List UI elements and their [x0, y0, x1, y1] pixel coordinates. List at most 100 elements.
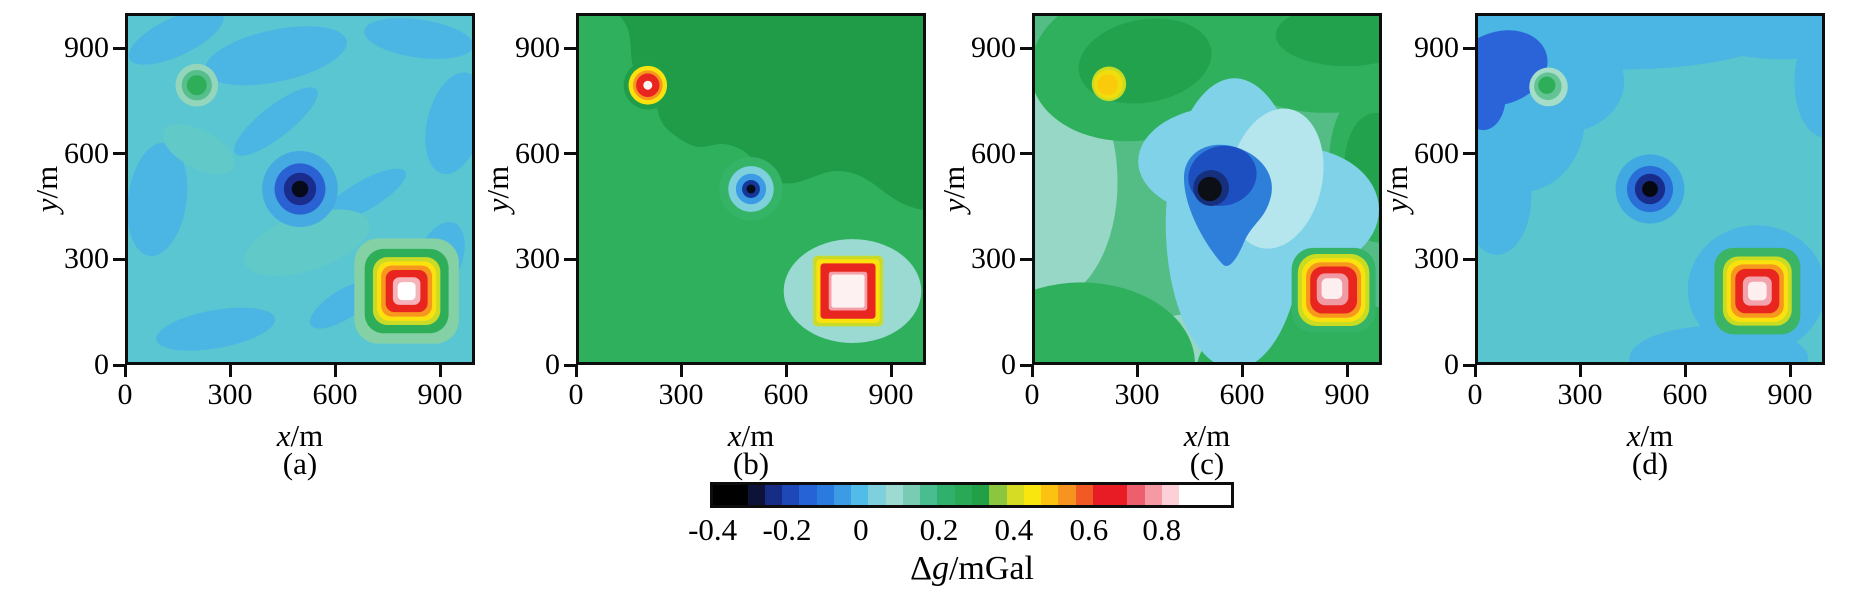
contour-shape	[1748, 281, 1767, 301]
y-tick-label: 0	[1001, 348, 1016, 381]
x-tick-mark	[1135, 365, 1139, 377]
panel-b: 0 300 600 900 0 300 600 900 y/m x/m (b)	[480, 0, 926, 603]
contour-shape	[205, 26, 347, 86]
x-tick-mark	[228, 365, 232, 377]
colorbar-segment	[1161, 485, 1180, 505]
colorbar-tick-label: 0.4	[994, 512, 1034, 547]
colorbar-segment	[920, 485, 938, 505]
x-tick-label: 300	[1114, 378, 1160, 411]
panel-c: 0 300 600 900 0 300 600 900 y/m x/m (c)	[936, 0, 1382, 603]
y-tick-label: 0	[1444, 348, 1459, 381]
contour-shape	[643, 80, 653, 90]
colorbar-segment	[937, 485, 955, 505]
contour-shape	[1097, 74, 1118, 96]
contour-map-d	[1478, 16, 1822, 362]
colorbar-segment	[747, 485, 765, 505]
colorbar-tick-label: 0	[853, 512, 869, 547]
panel-label-a: (a)	[282, 446, 318, 481]
contour-shape	[831, 274, 865, 308]
contour-shape	[1794, 26, 1822, 137]
colorbar-segment	[885, 485, 903, 505]
y-tick-mark	[564, 46, 576, 50]
x-tick-mark	[1240, 365, 1244, 377]
contour-shape	[128, 142, 188, 257]
colorbar-segment	[1196, 485, 1214, 505]
x-axis-symbol: x	[276, 418, 291, 453]
x-tick-mark	[1788, 365, 1792, 377]
colorbar-segment	[1127, 485, 1145, 505]
panel-label-c: (c)	[1189, 446, 1225, 481]
colorbar-segment	[764, 485, 783, 505]
colorbar-tick-label: -0.4	[688, 512, 738, 547]
y-axis-title: y/m	[29, 165, 64, 213]
x-tick-label: 0	[117, 378, 133, 411]
colorbar-segment	[1006, 485, 1024, 505]
x-tick-mark	[574, 365, 578, 377]
x-axis-symbol: x	[1183, 418, 1198, 453]
y-tick-mark	[113, 46, 125, 50]
colorbar-segment	[954, 485, 972, 505]
contour-shape	[162, 124, 235, 175]
x-tick-label: 300	[207, 378, 253, 411]
colorbar-segment	[713, 485, 731, 505]
x-tick-label: 900	[1767, 378, 1813, 411]
x-tick-mark	[1683, 365, 1687, 377]
colorbar-segment	[851, 485, 869, 505]
x-tick-mark	[1578, 365, 1582, 377]
contour-map-b	[579, 16, 923, 362]
y-axis-title: y/m	[480, 165, 515, 213]
x-tick-label: 600	[312, 378, 358, 411]
plot-area-b	[576, 13, 926, 365]
y-tick-label: 600	[64, 136, 109, 170]
x-tick-mark	[784, 365, 788, 377]
colorbar-tick-label: 0.2	[919, 512, 959, 547]
y-tick-mark	[1020, 363, 1032, 367]
x-axis-title: x/m	[276, 418, 324, 453]
y-axis-title: y/m	[1379, 165, 1414, 213]
plot-area-d	[1475, 13, 1825, 365]
y-tick-label: 0	[94, 348, 109, 381]
colorbar	[710, 482, 1234, 508]
plot-area-a	[125, 13, 475, 365]
contour-shape	[128, 16, 224, 65]
colorbar-segment	[1023, 485, 1042, 505]
x-tick-label: 900	[417, 378, 463, 411]
contour-map-a	[128, 16, 472, 362]
contour-shape	[1197, 176, 1222, 202]
panel-a: 0 300 600 900 0 300 600 900 y/m x/m (a)	[29, 0, 475, 603]
y-tick-label: 0	[545, 348, 560, 381]
x-axis-title: x/m	[1183, 418, 1231, 453]
y-tick-mark	[113, 257, 125, 261]
colorbar-segment	[971, 485, 990, 505]
colorbar-segment	[1213, 485, 1231, 505]
colorbar-segment	[1075, 485, 1093, 505]
plot-area-c	[1032, 13, 1382, 365]
x-tick-mark	[1030, 365, 1034, 377]
x-tick-mark	[333, 365, 337, 377]
x-tick-label: 300	[1557, 378, 1603, 411]
y-tick-label: 900	[515, 31, 560, 65]
y-tick-mark	[1463, 152, 1475, 156]
y-axis-symbol: y	[1379, 198, 1414, 213]
y-axis-symbol: y	[480, 198, 515, 213]
colorbar-segment	[1144, 485, 1162, 505]
x-axis-symbol: x	[1626, 418, 1641, 453]
colorbar-tick-label: 0.8	[1142, 512, 1182, 547]
x-tick-mark	[679, 365, 683, 377]
colorbar-segment	[902, 485, 921, 505]
colorbar-segment	[782, 485, 800, 505]
colorbar-segment	[1110, 485, 1128, 505]
x-tick-label: 600	[1662, 378, 1708, 411]
y-tick-mark	[1020, 257, 1032, 261]
contour-shape	[364, 18, 472, 59]
colorbar-tick-label: -0.2	[762, 512, 812, 547]
y-tick-label: 900	[1414, 31, 1459, 65]
x-tick-mark	[438, 365, 442, 377]
y-tick-label: 300	[1414, 242, 1459, 276]
panel-d: 0 300 600 900 0 300 600 900 y/m x/m (d)	[1379, 0, 1825, 603]
x-tick-label: 0	[568, 378, 584, 411]
contour-shape	[1701, 16, 1822, 60]
contour-shape	[156, 307, 276, 351]
y-tick-mark	[113, 152, 125, 156]
x-tick-mark	[123, 365, 127, 377]
